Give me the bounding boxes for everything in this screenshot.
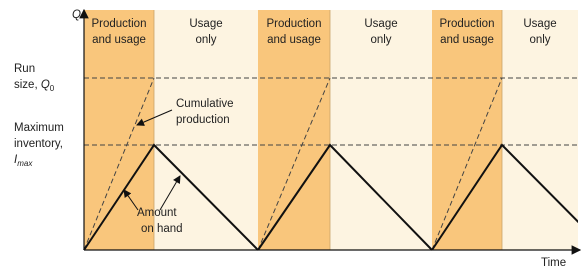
x-axis-label: Time	[541, 257, 566, 269]
production-label: Production and usage	[267, 18, 322, 46]
cumulative-arrow	[136, 109, 173, 126]
cumulative-production	[257, 77, 331, 251]
usage-band	[154, 10, 258, 250]
production-band	[84, 10, 154, 250]
inventory-level	[431, 143, 578, 251]
on-hand-label: Amount on hand	[137, 207, 183, 235]
production-label: Production and usage	[440, 18, 495, 46]
y-axis-label: Q	[72, 9, 81, 21]
production-band	[258, 10, 330, 250]
max-inventory-label: Maximum inventory, Imax	[14, 122, 67, 168]
usage-label: Usage only	[523, 18, 556, 46]
production-band	[432, 10, 502, 250]
cumulative-production	[431, 77, 503, 251]
inventory-level	[257, 143, 433, 251]
bands: Production and usage Usage only Production an…	[84, 10, 578, 250]
production-label: Production and usage	[92, 18, 147, 46]
usage-band	[502, 10, 578, 250]
usage-label: Usage only	[189, 18, 222, 46]
cumulative-production	[83, 77, 155, 251]
run-size-label: Run size, Q0	[14, 63, 55, 93]
on-hand-arrow	[159, 175, 181, 211]
usage-label: Usage only	[364, 18, 397, 46]
on-hand-arrow	[123, 189, 139, 211]
curves	[83, 77, 578, 251]
inventory-level	[83, 143, 259, 251]
usage-band	[330, 10, 432, 250]
cumulative-label: Cumulative production	[176, 98, 237, 126]
